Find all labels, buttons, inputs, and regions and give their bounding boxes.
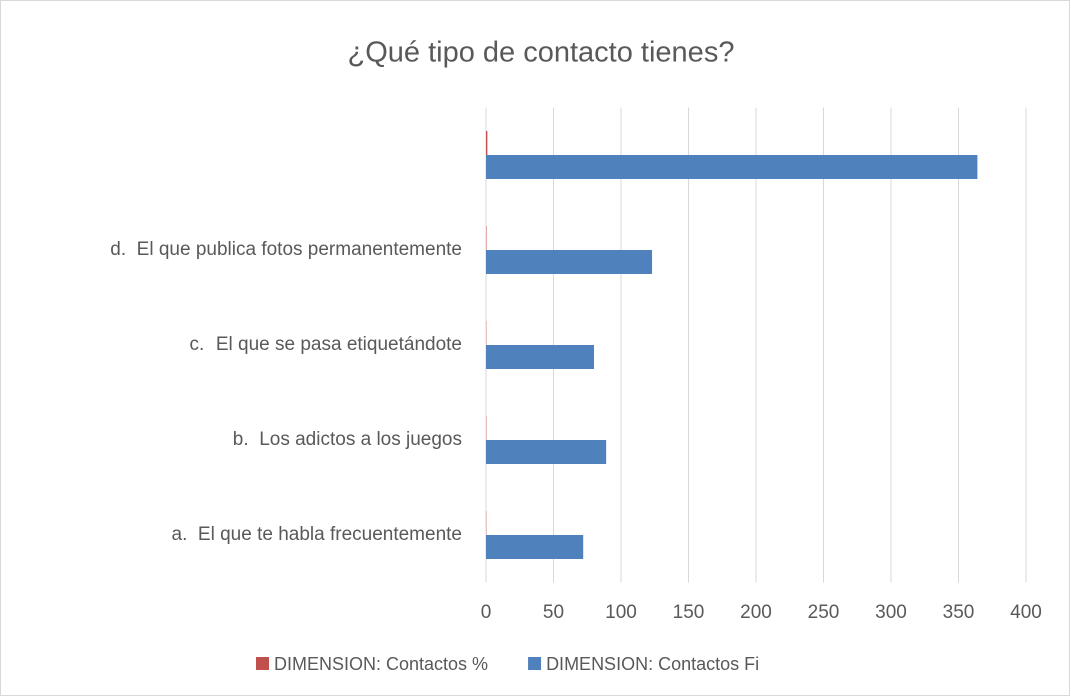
x-tick-label: 400 (1010, 602, 1042, 623)
x-tick-label: 100 (605, 602, 637, 623)
bar (486, 345, 594, 369)
x-tick-label: 250 (808, 602, 840, 623)
y-tick-label: b. Los adictos a los juegos (232, 429, 462, 450)
bar (486, 155, 978, 179)
x-tick-label: 150 (673, 602, 705, 623)
legend-label: DIMENSION: Contactos % (274, 654, 488, 674)
x-tick-label: 200 (740, 602, 772, 623)
bar (486, 250, 653, 274)
legend-label: DIMENSION: Contactos Fi (546, 654, 759, 674)
legend-swatch (256, 657, 269, 670)
bar (486, 440, 607, 464)
chart-title: ¿Qué tipo de contacto tienes? (348, 37, 735, 69)
y-tick-label: a. El que te habla frecuentemente (171, 524, 462, 545)
y-tick-label: d. El que publica fotos permanentemente (110, 239, 462, 260)
bar (486, 535, 584, 559)
x-tick-label: 300 (875, 602, 907, 623)
x-tick-label: 0 (481, 602, 492, 623)
x-tick-label: 50 (543, 602, 564, 623)
y-tick-label: c. El que se pasa etiquetándote (189, 334, 462, 355)
bar (486, 131, 488, 155)
x-tick-label: 350 (943, 602, 975, 623)
legend-swatch (528, 657, 542, 670)
